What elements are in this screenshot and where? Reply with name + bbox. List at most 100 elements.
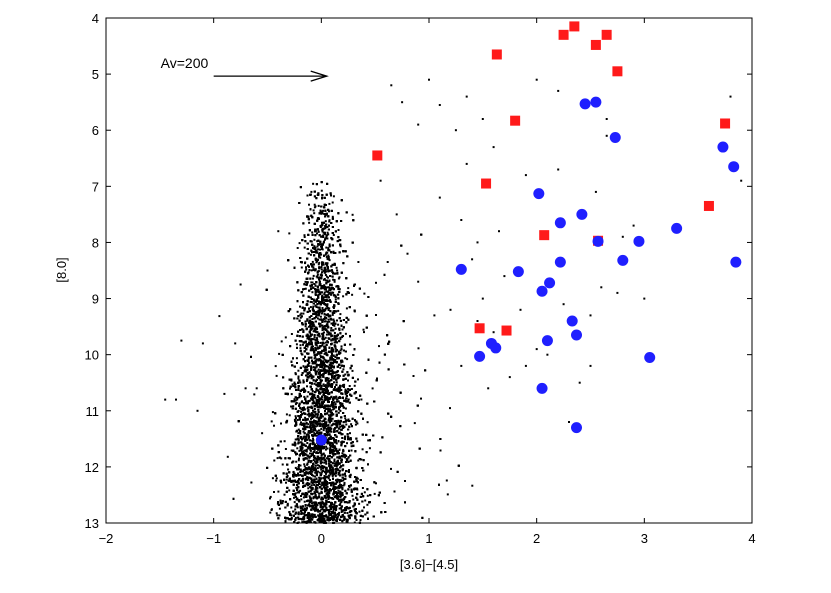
- field-star-point: [339, 409, 342, 412]
- field-star-point: [278, 352, 281, 355]
- field-star-point: [300, 312, 303, 315]
- field-star-point: [317, 372, 320, 375]
- field-star-point: [302, 381, 305, 383]
- field-star-point: [342, 479, 345, 482]
- field-star-point: [446, 493, 449, 496]
- field-star-point: [314, 259, 317, 261]
- field-star-point: [316, 339, 319, 342]
- field-star-point: [328, 210, 330, 213]
- field-star-point: [350, 449, 353, 452]
- field-star-point: [323, 291, 326, 294]
- field-star-point: [319, 406, 322, 409]
- field-star-point: [328, 202, 331, 205]
- field-star-point: [326, 432, 329, 435]
- field-star-point: [323, 338, 326, 341]
- field-star-point: [303, 435, 306, 438]
- field-star-point: [312, 182, 315, 185]
- field-star-point: [327, 293, 330, 296]
- field-star-point: [313, 206, 316, 209]
- field-star-point: [299, 423, 302, 426]
- field-star-point: [336, 269, 339, 272]
- field-star-point: [346, 512, 349, 514]
- field-star-point: [299, 489, 302, 492]
- field-star-point: [270, 508, 273, 511]
- field-star-point: [335, 465, 338, 468]
- field-star-point: [316, 467, 319, 470]
- field-star-point: [373, 492, 376, 495]
- field-star-point: [345, 423, 348, 426]
- field-star-point: [316, 240, 319, 243]
- field-star-point: [351, 213, 354, 216]
- field-star-point: [319, 341, 322, 344]
- field-star-point: [317, 470, 319, 473]
- field-star-point: [320, 508, 323, 511]
- field-star-point: [324, 352, 326, 355]
- field-star-point: [313, 245, 316, 248]
- field-star-point: [333, 420, 336, 423]
- field-star-point: [318, 357, 321, 360]
- field-star-point: [297, 377, 300, 380]
- field-star-point: [324, 220, 327, 223]
- field-star-point: [315, 481, 318, 484]
- field-star-point: [322, 234, 325, 237]
- field-star-point: [322, 263, 325, 266]
- field-star-point: [336, 337, 339, 340]
- field-star-point: [310, 269, 313, 272]
- field-star-point: [332, 362, 335, 365]
- field-star-point: [306, 446, 309, 449]
- field-star-point: [319, 363, 322, 366]
- field-star-point: [315, 444, 318, 447]
- field-star-point: [327, 233, 330, 236]
- field-star-point: [420, 397, 422, 400]
- field-star-point: [313, 448, 316, 451]
- field-star-point: [331, 467, 334, 470]
- field-star-point: [326, 306, 329, 309]
- field-star-point: [299, 305, 301, 308]
- field-star-point: [333, 320, 336, 323]
- field-star-point: [273, 424, 275, 427]
- field-star-point: [329, 519, 332, 521]
- field-star-point: [327, 276, 329, 279]
- field-star-point: [334, 356, 337, 359]
- field-star-point: [296, 447, 299, 450]
- field-star-point: [287, 468, 290, 471]
- field-star-point: [333, 312, 336, 314]
- field-star-point: [312, 459, 315, 461]
- field-star-point: [347, 456, 350, 459]
- field-star-point: [288, 489, 291, 492]
- field-star-point: [330, 409, 333, 412]
- field-star-point: [299, 347, 302, 350]
- field-star-point: [321, 329, 324, 332]
- field-star-point: [284, 336, 287, 339]
- field-star-point: [312, 323, 315, 326]
- field-star-point: [310, 517, 313, 520]
- field-star-point: [299, 407, 302, 409]
- field-star-point: [326, 279, 329, 282]
- field-star-point: [340, 361, 343, 364]
- field-star-point: [273, 459, 276, 462]
- field-star-point: [306, 194, 309, 197]
- field-star-point: [290, 506, 293, 509]
- field-star-point: [413, 422, 416, 425]
- field-star-point: [325, 514, 328, 517]
- field-star-point: [327, 516, 330, 519]
- field-star-point: [321, 221, 323, 224]
- field-star-point: [292, 471, 295, 474]
- field-star-point: [299, 344, 302, 347]
- field-star-point: [316, 414, 319, 417]
- field-star-point: [314, 443, 316, 446]
- field-star-point: [314, 485, 317, 488]
- field-star-point: [285, 478, 288, 481]
- field-star-point: [341, 452, 344, 455]
- field-star-point: [334, 359, 337, 361]
- field-star-point: [285, 481, 287, 484]
- field-star-point: [319, 248, 321, 251]
- field-star-point: [323, 358, 326, 361]
- field-star-point: [335, 479, 337, 482]
- field-star-point: [320, 268, 323, 271]
- field-star-point: [360, 398, 363, 401]
- field-star-point: [344, 332, 347, 335]
- field-star-point: [297, 428, 300, 431]
- field-star-point: [317, 204, 320, 207]
